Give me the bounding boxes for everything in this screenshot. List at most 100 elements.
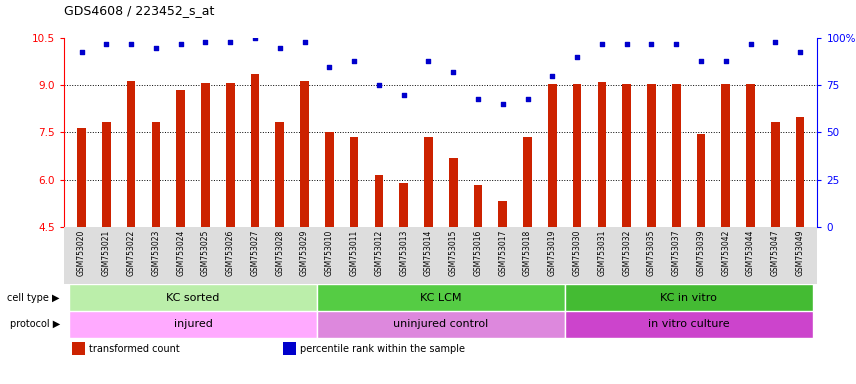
Bar <box>69 284 317 311</box>
Bar <box>647 84 656 227</box>
Text: in vitro culture: in vitro culture <box>648 319 729 329</box>
Point <box>645 41 658 47</box>
Bar <box>424 137 433 227</box>
Text: GSM753020: GSM753020 <box>77 230 86 276</box>
Point <box>149 45 163 51</box>
Text: GSM753032: GSM753032 <box>622 230 631 276</box>
Point <box>446 69 460 75</box>
Text: GSM753029: GSM753029 <box>300 230 309 276</box>
Text: GSM753018: GSM753018 <box>523 230 532 276</box>
Point <box>348 58 361 64</box>
Text: KC sorted: KC sorted <box>166 293 220 303</box>
Point <box>694 58 708 64</box>
Point <box>248 35 262 41</box>
Text: GSM753019: GSM753019 <box>548 230 557 276</box>
Bar <box>473 185 482 227</box>
Text: GSM753011: GSM753011 <box>349 230 359 276</box>
Point <box>422 58 436 64</box>
Point <box>620 41 633 47</box>
Text: GSM753013: GSM753013 <box>399 230 408 276</box>
Text: injured: injured <box>174 319 212 329</box>
Text: GSM753015: GSM753015 <box>449 230 458 276</box>
Bar <box>127 81 135 227</box>
Point <box>397 92 411 98</box>
Point <box>124 41 138 47</box>
Point <box>669 41 683 47</box>
Point <box>496 101 509 108</box>
Text: GSM753028: GSM753028 <box>276 230 284 276</box>
Point <box>719 58 733 64</box>
Text: GSM753025: GSM753025 <box>201 230 210 276</box>
Bar <box>276 122 284 227</box>
Bar <box>622 84 631 227</box>
Text: uninjured control: uninjured control <box>393 319 489 329</box>
Point <box>273 45 287 51</box>
Text: KC LCM: KC LCM <box>420 293 461 303</box>
Point <box>74 48 88 55</box>
Bar <box>152 122 160 227</box>
Bar <box>251 74 259 227</box>
Text: GSM753021: GSM753021 <box>102 230 110 276</box>
Text: GSM753047: GSM753047 <box>771 230 780 276</box>
Bar <box>672 84 681 227</box>
Text: GSM753042: GSM753042 <box>722 230 730 276</box>
Text: GSM753012: GSM753012 <box>374 230 383 276</box>
Bar <box>573 84 581 227</box>
Point <box>744 41 758 47</box>
Text: GDS4608 / 223452_s_at: GDS4608 / 223452_s_at <box>64 4 215 17</box>
Point <box>595 41 609 47</box>
Point <box>298 39 312 45</box>
Text: GSM753024: GSM753024 <box>176 230 185 276</box>
Bar <box>565 311 812 338</box>
Point <box>471 96 484 102</box>
Point <box>794 48 807 55</box>
Text: GSM753044: GSM753044 <box>746 230 755 276</box>
Bar <box>746 84 755 227</box>
Text: GSM753017: GSM753017 <box>498 230 508 276</box>
Point <box>99 41 113 47</box>
Bar <box>317 311 565 338</box>
Bar <box>282 342 296 355</box>
Bar <box>201 83 210 227</box>
Text: percentile rank within the sample: percentile rank within the sample <box>300 344 465 354</box>
Bar <box>400 183 408 227</box>
Text: GSM753022: GSM753022 <box>127 230 135 276</box>
Bar <box>449 157 458 227</box>
Bar <box>77 128 86 227</box>
Bar <box>375 175 383 227</box>
Text: cell type ▶: cell type ▶ <box>8 293 60 303</box>
Point <box>223 39 237 45</box>
Text: GSM753049: GSM753049 <box>795 230 805 276</box>
Text: GSM753039: GSM753039 <box>697 230 705 276</box>
Point <box>199 39 212 45</box>
Text: GSM753026: GSM753026 <box>226 230 235 276</box>
Bar <box>176 90 185 227</box>
Text: GSM753014: GSM753014 <box>424 230 433 276</box>
Text: transformed count: transformed count <box>89 344 180 354</box>
Point <box>520 96 534 102</box>
Bar <box>72 342 86 355</box>
Text: GSM753016: GSM753016 <box>473 230 483 276</box>
Text: protocol ▶: protocol ▶ <box>9 319 60 329</box>
Bar <box>350 137 359 227</box>
Bar <box>597 82 606 227</box>
Point <box>323 64 336 70</box>
Point <box>769 39 782 45</box>
Bar <box>697 134 705 227</box>
Bar <box>300 81 309 227</box>
Bar <box>722 84 730 227</box>
Bar <box>325 132 334 227</box>
Text: GSM753030: GSM753030 <box>573 230 581 276</box>
Text: GSM753037: GSM753037 <box>672 230 681 276</box>
Point <box>372 83 386 89</box>
Bar <box>796 117 805 227</box>
Text: GSM753035: GSM753035 <box>647 230 656 276</box>
Bar <box>548 84 556 227</box>
Bar <box>523 137 532 227</box>
Point <box>545 73 559 79</box>
Bar <box>317 284 565 311</box>
Bar <box>771 121 780 227</box>
Text: KC in vitro: KC in vitro <box>660 293 717 303</box>
Point <box>174 41 187 47</box>
Text: GSM753010: GSM753010 <box>324 230 334 276</box>
